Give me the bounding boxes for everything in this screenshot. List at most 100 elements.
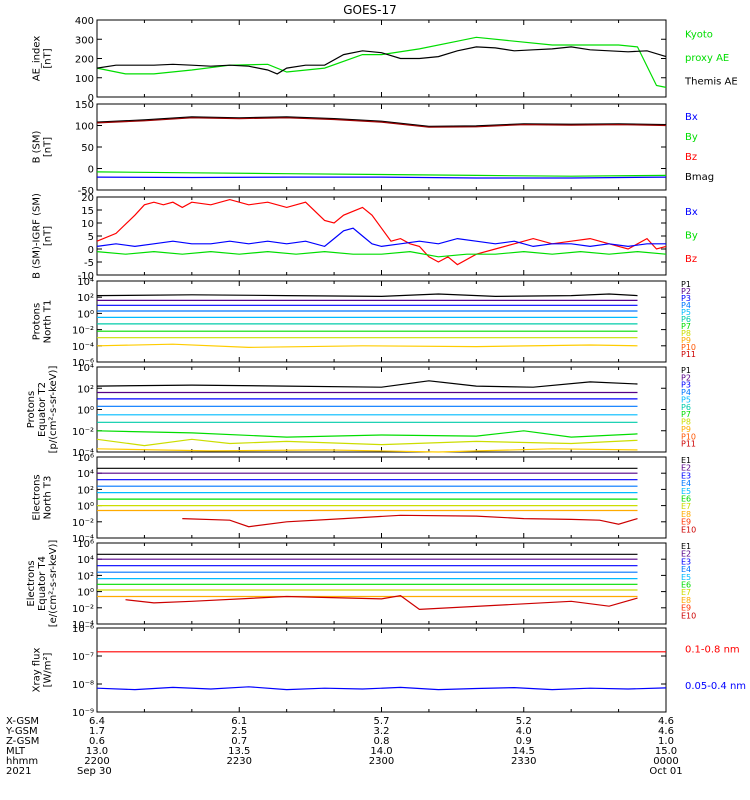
legend-entry: E10: [681, 611, 696, 620]
legend-entry: Bz: [685, 254, 697, 265]
legend-entry: P5: [681, 308, 691, 317]
legend-entry: P4: [681, 301, 691, 310]
y-tick-label: 10⁻⁴: [72, 448, 94, 459]
legend-entry: P6: [681, 403, 691, 412]
panel-frame: [96, 627, 667, 713]
panel-digrf: -10 -5 0 5 10 15 20 B (SM)-IGRF (SM)[nT] Bx By Bz: [32, 193, 698, 282]
y-axis-label: ProtonsNorth T1: [32, 300, 54, 344]
x-axis-value: 2.5: [231, 726, 247, 737]
legend-entry: Bx: [685, 112, 698, 123]
y-tick-label: 20: [81, 193, 94, 204]
y-axis-label-line: B (SM)-IGRF (SM): [32, 193, 43, 279]
x-axis-value: 1.7: [89, 726, 105, 737]
y-tick-label: 10⁻⁴: [72, 342, 94, 353]
panel-frame: [96, 280, 667, 363]
y-tick-label: 10⁴: [77, 277, 94, 288]
panel-frame: [96, 196, 667, 276]
y-tick-label: 10⁻⁴: [72, 534, 94, 545]
y-axis-label-line: B (SM): [32, 130, 43, 163]
legend-entry: P7: [681, 322, 691, 331]
panel-frame: [96, 542, 667, 625]
series-line: [96, 448, 638, 453]
legend-entry: P6: [681, 315, 691, 324]
y-tick-label: 150: [75, 100, 94, 111]
y-axis-label-line: Electrons: [32, 474, 43, 520]
y-tick-label: 10²: [77, 571, 94, 582]
y-tick-label: 10²: [77, 384, 94, 395]
legend-entry: P9: [681, 336, 691, 345]
y-tick-label: 10: [81, 219, 94, 230]
legend-entry: E4: [681, 479, 691, 488]
x-axis-value: 0.6: [89, 736, 105, 747]
y-tick-label: 10⁶: [77, 453, 94, 464]
y-tick-label: 10⁻²: [72, 604, 94, 615]
panel-bsm: -50 0 50 100 150 B (SM)[nT] Bx By Bz Bmag: [32, 100, 715, 197]
y-tick-label: 10⁴: [77, 363, 94, 374]
y-axis-label-line: North T3: [43, 476, 54, 520]
x-axis-value: 4.0: [516, 726, 532, 737]
legend: Bx By Bz Bmag: [685, 112, 714, 183]
x-axis-value: 1.0: [658, 736, 674, 747]
x-axis-value: 13.5: [228, 746, 250, 757]
series-line: [96, 117, 667, 128]
legend-entry: E10: [681, 525, 696, 534]
legend-entry: P8: [681, 418, 691, 427]
x-axis-value: 5.7: [374, 716, 390, 727]
x-axis-value: 3.2: [374, 726, 390, 737]
legend-entry: E9: [681, 604, 691, 613]
x-axis-value: 6.1: [231, 716, 247, 727]
x-axis-value: 14.0: [370, 746, 392, 757]
legend-entry: 0.1-0.8 nm: [685, 644, 740, 655]
y-tick-label: 10⁰: [77, 502, 94, 513]
x-axis-value: 0.9: [516, 736, 532, 747]
y-axis-label-line: Equator T2: [37, 382, 48, 437]
legend-entry: E1: [681, 542, 691, 551]
legend-entry: E9: [681, 518, 691, 527]
legend-entry: 0.05-0.4 nm: [685, 681, 746, 692]
figure-title: GOES-17: [343, 3, 397, 17]
panel-frame: [96, 366, 667, 453]
series-line: [96, 116, 667, 128]
series-line: [96, 343, 638, 349]
panel-eequator: 10⁻⁴ 10⁻² 10⁰ 10² 10⁴ 10⁶ ElectronsEquator T4[…: [26, 539, 696, 631]
x-axis-value: 2330: [511, 756, 536, 767]
legend-entry: P1: [681, 366, 691, 375]
legend-entry: E8: [681, 510, 691, 519]
y-axis-label: ElectronsNorth T3: [32, 474, 54, 520]
x-axis-row-label: Y-GSM: [5, 726, 38, 737]
series-line: [96, 250, 667, 258]
x-axis-value: 0.7: [231, 736, 247, 747]
y-tick-label: 10⁴: [77, 555, 94, 566]
legend-entry: P5: [681, 395, 691, 404]
legend-entry: P1: [681, 280, 691, 289]
legend-entry: E5: [681, 573, 691, 582]
legend-entry: E7: [681, 588, 691, 597]
legend-entry: E6: [681, 495, 691, 504]
y-tick-label: 10⁻⁶: [72, 624, 94, 635]
y-axis-label: ProtonsEquator T2[p/(cm²-s-sr-keV)]: [26, 366, 59, 454]
y-tick-label: 10⁴: [77, 469, 94, 480]
x-axis-value: 4.6: [658, 716, 674, 727]
legend-entry: Bmag: [685, 172, 714, 183]
legend-entry: P3: [681, 381, 691, 390]
panel-xray: 10⁻⁹ 10⁻⁸ 10⁻⁷ 10⁻⁶ Xray flux[W/m²] 0.1-0.8 n…: [32, 624, 747, 719]
y-axis-label-line: North T1: [43, 300, 54, 344]
series-line: [96, 176, 667, 179]
y-tick-label: 10²: [77, 485, 94, 496]
y-tick-label: -50: [78, 186, 94, 197]
series-line: [96, 380, 638, 388]
y-axis-label-line: Protons: [26, 391, 37, 428]
legend-entry: E5: [681, 487, 691, 496]
panel-pnorth: 10⁻⁶ 10⁻⁴ 10⁻² 10⁰ 10² 10⁴ ProtonsNorth T1 P1P2…: [32, 277, 697, 369]
y-tick-label: -10: [78, 271, 94, 282]
legend-entry: P2: [681, 287, 691, 296]
legend-entry: Bz: [685, 152, 697, 163]
legend-entry: P11: [681, 350, 696, 359]
y-tick-label: 50: [81, 143, 94, 154]
series-line: [96, 686, 667, 691]
y-tick-label: 300: [75, 35, 94, 46]
series-line: [96, 46, 667, 75]
